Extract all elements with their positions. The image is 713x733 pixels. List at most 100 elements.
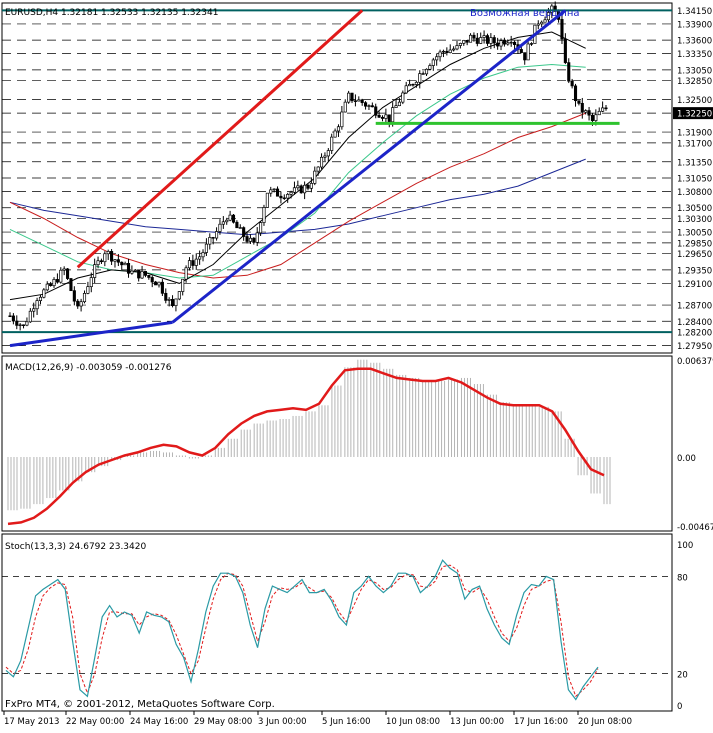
candle-body [529, 43, 534, 45]
candle-body [106, 251, 110, 255]
candle-body [265, 192, 269, 208]
candle-body [79, 301, 83, 307]
price-tick-label: 1.33600 [677, 37, 712, 47]
price-tick-label: 1.31900 [677, 129, 712, 139]
candle-body [502, 40, 506, 45]
candle-body [204, 243, 208, 253]
candle-body [177, 291, 181, 300]
candle-body [211, 237, 215, 239]
candle-body [526, 43, 530, 61]
candle-body [45, 283, 49, 291]
price-tick-label: 1.30800 [677, 188, 712, 198]
price-tick-box [673, 226, 713, 239]
candle-body [292, 187, 297, 193]
price-axis-labels: 1.34150 1.33900 1.33600 1.33350 1.330501.328… [673, 4, 713, 352]
candle-body [340, 111, 344, 128]
price-tick-box [673, 17, 713, 30]
candle-body [580, 102, 584, 113]
price-tick-label: 1.29650 [677, 250, 712, 260]
candle-body [110, 251, 114, 262]
candle-body [462, 39, 466, 44]
candle-body [306, 184, 310, 189]
price-tick-box [673, 263, 713, 276]
macd-tick-label: 0.006379 [677, 357, 713, 367]
ma-green-line [9, 63, 586, 279]
candle-body [435, 56, 439, 61]
trend-annotations [2, 9, 672, 348]
candle-body [231, 214, 236, 223]
candle-body [465, 39, 469, 43]
candle-body [455, 45, 459, 50]
candle-body [215, 231, 219, 239]
candle-body [458, 42, 462, 46]
price-tick-label: 1.33350 [677, 50, 712, 60]
candle-body [513, 41, 517, 45]
stoch-title: Stoch(13,3,3) 24.6792 23.3420 [5, 542, 146, 552]
candle-body [52, 279, 56, 287]
candle-body [93, 264, 97, 278]
candle-body [164, 292, 168, 301]
candle-body [468, 34, 473, 43]
candle-body [397, 101, 401, 107]
ma-fast-line [9, 31, 586, 301]
candle-body [262, 207, 266, 223]
candle-body [55, 279, 59, 283]
price-tick-box [673, 4, 713, 17]
candle-body [130, 270, 134, 274]
candle-body [248, 237, 252, 242]
price-tick-label: 1.32500 [677, 96, 712, 106]
candle-body [296, 185, 300, 189]
stoch-tick-label: 100 [677, 541, 693, 551]
price-tick-label: 1.29350 [677, 266, 712, 276]
candle-body [421, 73, 425, 75]
candle-body [604, 107, 608, 110]
candle-body [11, 315, 15, 322]
candle-body [38, 296, 43, 301]
candle-body [174, 298, 178, 306]
candle-body [573, 85, 578, 102]
candle-body [133, 269, 137, 272]
candle-body [563, 38, 567, 63]
candle-body [242, 227, 246, 237]
candle-body [18, 324, 22, 326]
candle-body [160, 281, 164, 294]
price-gridlines [2, 10, 672, 346]
time-tick-label: 3 Jun 00:00 [258, 717, 307, 727]
candle-body [255, 232, 259, 243]
candle-body [269, 189, 273, 194]
candle-body [15, 320, 19, 326]
candle-body [536, 23, 540, 26]
copyright-text: FxPro MT4, © 2001-2012, MetaQuotes Softw… [5, 699, 275, 710]
price-tick-label: 1.28400 [677, 318, 712, 328]
candle-body [377, 114, 381, 118]
candle-body [126, 262, 131, 274]
candle-body [353, 100, 357, 102]
candle-body [431, 59, 435, 66]
candle-body [140, 271, 144, 279]
price-tick-box [673, 126, 713, 139]
price-tick-box [673, 212, 713, 225]
price-tick-label: 1.31350 [677, 158, 712, 168]
price-tick-box [673, 172, 713, 184]
candle-body [414, 81, 418, 85]
candle-body [523, 52, 527, 61]
candle-body [221, 221, 225, 225]
candle-body [282, 197, 286, 199]
candle-body [170, 298, 175, 306]
symbol-header: EURUSD,H4 1.32181 1.32533 1.32135 1.3234… [5, 8, 218, 18]
price-tick-box [673, 107, 713, 120]
candle-body [492, 37, 496, 44]
candle-body [8, 315, 12, 318]
price-tick-label: 1.30500 [677, 204, 712, 214]
candle-body [441, 50, 446, 53]
price-tick-box [673, 236, 713, 249]
candle-body [384, 114, 388, 119]
candle-body [496, 42, 500, 47]
candle-body [272, 188, 276, 191]
price-tick-label: 1.31700 [677, 139, 712, 149]
price-tick-label: 1.32850 [677, 77, 712, 87]
blue-upper-trendline [171, 9, 567, 324]
candle-body [482, 35, 486, 38]
candle-body [225, 219, 229, 223]
candle-body [187, 260, 192, 269]
